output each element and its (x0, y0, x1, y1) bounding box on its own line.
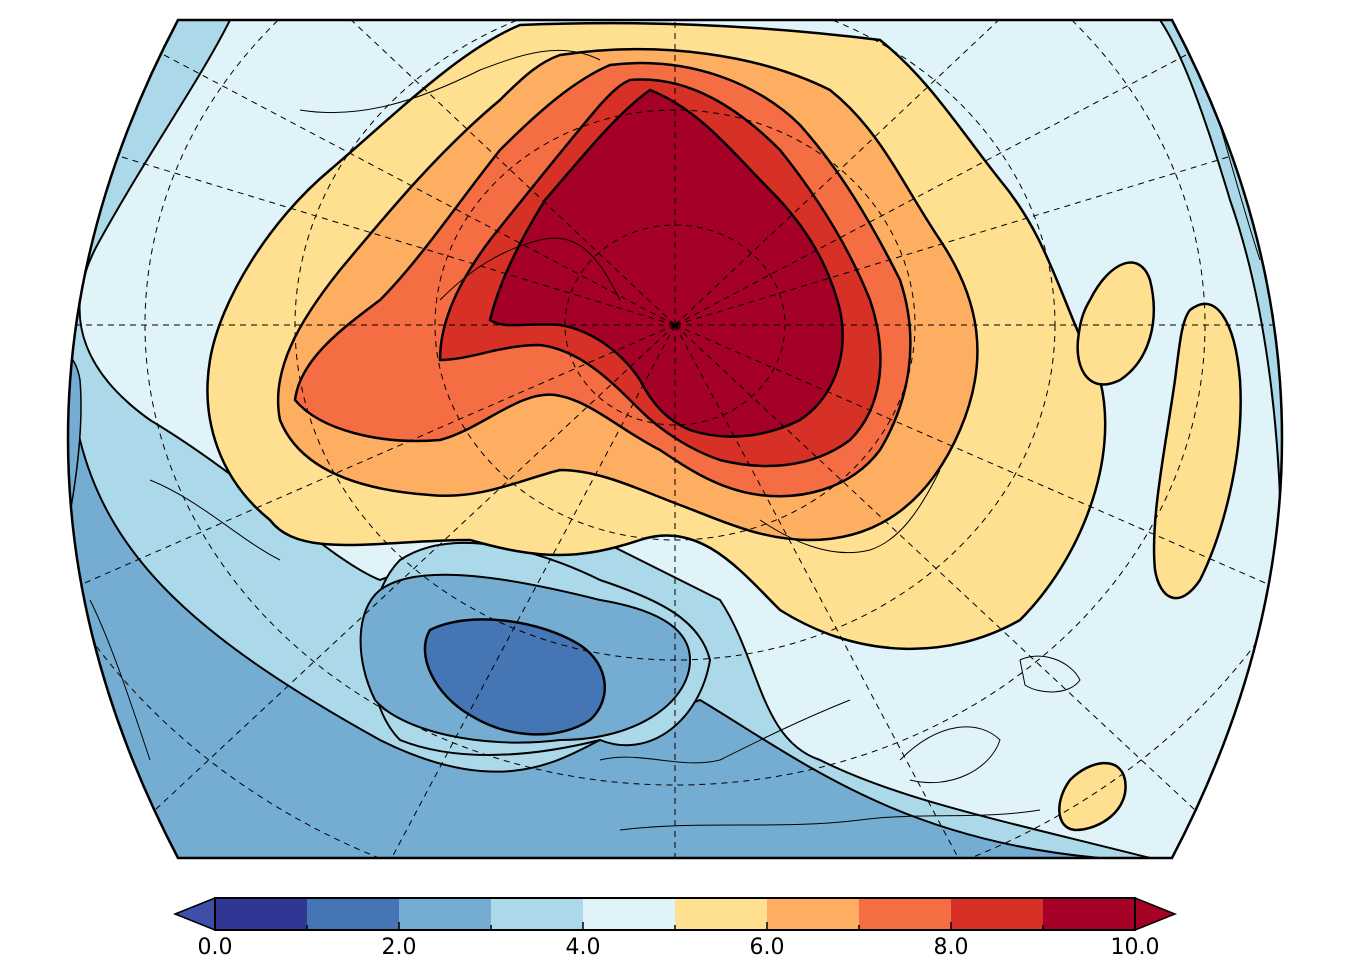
colorbar-ticks (214, 922, 1136, 930)
polar-map (66, 18, 1284, 860)
colorbar-bin-3 (491, 898, 583, 930)
colorbar-tick-label-2: 4.0 (566, 935, 601, 960)
colorbar-bin-0 (215, 898, 307, 930)
field-level-5-east-1 (1152, 302, 1242, 600)
colorbar-bin-9 (1043, 898, 1135, 930)
colorbar-bins (215, 898, 1135, 930)
colorbar-bin-8 (951, 898, 1043, 930)
colorbar-tick-label-4: 8.0 (934, 935, 969, 960)
field-level-5-east-3 (1058, 761, 1127, 832)
field-level-5-east-2 (1076, 261, 1155, 386)
colorbar-outline (214, 897, 1136, 931)
map-frame (66, 18, 1284, 860)
field-level-1-core (423, 618, 606, 736)
colorbar-over-arrow (1134, 896, 1178, 932)
colorbar-bin-7 (859, 898, 951, 930)
colorbar-tick-label-5: 10.0 (1111, 935, 1160, 960)
colorbar-bin-1 (307, 898, 399, 930)
colorbar-tick-labels: 0.0 2.0 4.0 6.0 8.0 10.0 (198, 935, 1160, 960)
colorbar-under-arrow (172, 896, 216, 932)
field-level-9 (488, 88, 844, 438)
colorbar-tick-label-3: 6.0 (750, 935, 785, 960)
colorbar-bin-2 (399, 898, 491, 930)
map-field (68, 20, 1282, 858)
field-level-1-west (68, 348, 82, 579)
graticule (68, 20, 1282, 858)
colorbar-tick-label-0: 0.0 (198, 935, 233, 960)
colorbar-bin-4 (583, 898, 675, 930)
colorbar-bin-5 (675, 898, 767, 930)
colorbar-bin-6 (767, 898, 859, 930)
colorbar-tick-label-1: 2.0 (382, 935, 417, 960)
